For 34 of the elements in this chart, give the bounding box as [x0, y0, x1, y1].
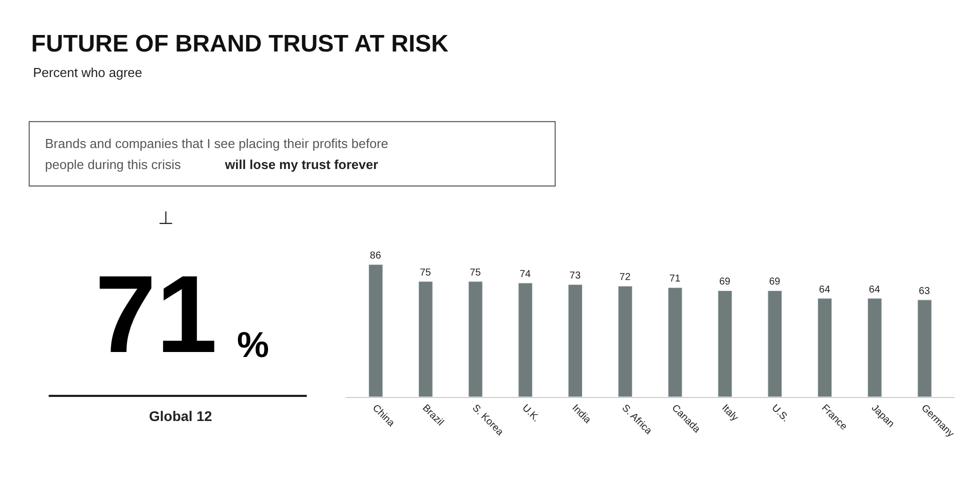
- data-label: 64: [819, 284, 831, 296]
- text: Global 12: [149, 408, 212, 424]
- bar: [618, 286, 632, 397]
- data-label: 69: [769, 276, 781, 288]
- text: %: [237, 324, 270, 365]
- bar: [668, 287, 682, 397]
- text: Percent who agree: [33, 65, 142, 80]
- data-label: 73: [570, 270, 582, 282]
- text: Brands and companies that I see placing their profits before: [45, 136, 388, 151]
- bar: [568, 284, 583, 397]
- bar: [518, 282, 533, 397]
- bar: [718, 290, 732, 397]
- data-label: 72: [619, 272, 631, 284]
- bar: [867, 298, 882, 397]
- bar: [418, 281, 433, 397]
- bar: [818, 298, 832, 397]
- data-label: 75: [420, 267, 432, 278]
- chart-title: FUTURE OF BRAND TRUST AT RISK: [31, 30, 450, 58]
- bar: [368, 264, 383, 397]
- text: will lose my trust forever: [224, 157, 378, 172]
- bar: [768, 290, 782, 397]
- text: 71: [95, 253, 218, 376]
- x-tick-label: Italy: [719, 402, 740, 424]
- data-label: 71: [669, 274, 681, 285]
- data-label: 86: [370, 250, 382, 262]
- text: people during this crisis: [45, 157, 182, 172]
- text: ⊥: [158, 208, 174, 228]
- data-label: 64: [868, 284, 880, 296]
- bar: [917, 300, 932, 397]
- data-label: 69: [719, 276, 731, 288]
- data-label: 75: [470, 267, 482, 278]
- bar: [468, 281, 483, 397]
- data-label: 63: [918, 286, 930, 297]
- data-label: 74: [520, 269, 532, 280]
